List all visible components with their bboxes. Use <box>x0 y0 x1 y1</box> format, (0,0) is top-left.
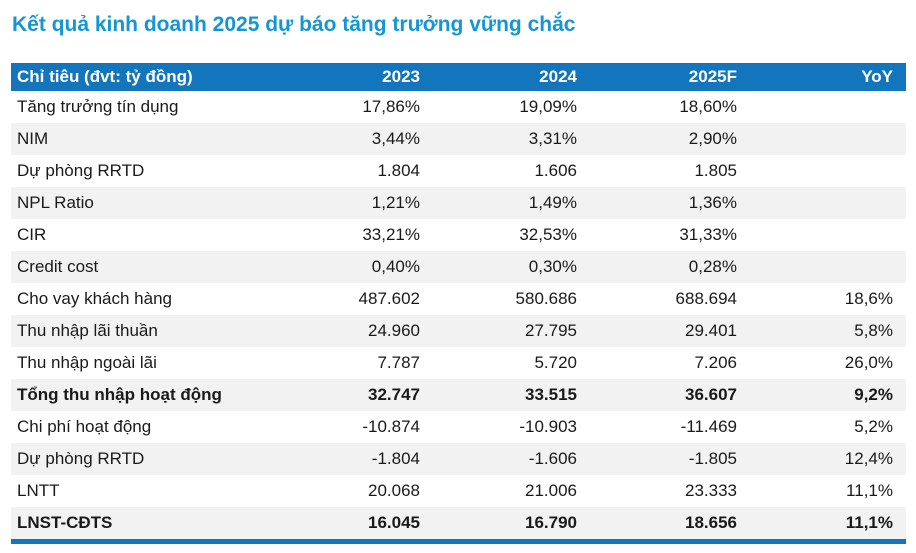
table-row: NPL Ratio 1,21% 1,49% 1,36% <box>11 187 906 219</box>
row-value: 688.694 <box>675 289 737 308</box>
row-value: -10.874 <box>362 417 420 436</box>
row-value: 1,36% <box>688 193 737 212</box>
row-value: 32,53% <box>519 225 577 244</box>
row-value: 487.602 <box>358 289 420 308</box>
row-value: 9,2% <box>854 385 893 404</box>
row-label: Tổng thu nhập hoạt động <box>17 385 222 404</box>
row-label: Cho vay khách hàng <box>17 289 172 308</box>
financial-results-table: Chỉ tiêu (đvt: tỷ đồng) 2023 2024 2025F … <box>11 63 906 539</box>
row-value: 11,1% <box>846 481 893 500</box>
header-2024: 2024 <box>433 63 590 91</box>
row-label: Chi phí hoạt động <box>17 417 152 436</box>
row-value: 11,1% <box>845 513 893 532</box>
row-value: 31,33% <box>679 225 737 244</box>
row-value: 5.720 <box>534 353 577 372</box>
row-value: 27.795 <box>525 321 577 340</box>
row-value: 3,31% <box>528 129 577 148</box>
row-label: Tăng trưởng tín dụng <box>17 97 179 116</box>
row-value: 1,21% <box>371 193 420 212</box>
row-value: 0,40% <box>371 257 420 276</box>
row-value: 32.747 <box>368 385 420 404</box>
table-body: Tăng trưởng tín dụng 17,86% 19,09% 18,60% NI… <box>11 91 906 539</box>
row-value: 2,90% <box>688 129 737 148</box>
table-row: Tổng thu nhập hoạt động 32.747 33.515 36.60… <box>11 379 906 411</box>
row-value: 12,4% <box>844 449 893 468</box>
row-value: 0,30% <box>528 257 577 276</box>
row-value <box>750 251 906 283</box>
row-value: 580.686 <box>515 289 577 308</box>
row-value: 33,21% <box>362 225 420 244</box>
row-value: -10.903 <box>519 417 577 436</box>
row-value: 23.333 <box>685 481 737 500</box>
row-label: NIM <box>17 129 49 148</box>
row-value: 20.068 <box>368 481 420 500</box>
row-value <box>750 123 906 155</box>
row-value <box>750 91 906 123</box>
row-value: 18,6% <box>844 289 893 308</box>
row-value: 0,28% <box>688 257 737 276</box>
row-value: 33.515 <box>525 385 577 404</box>
row-label: LNTT <box>17 481 60 500</box>
table-row: Thu nhập lãi thuần 24.960 27.795 29.401 5,8% <box>11 315 906 347</box>
row-value: 36.607 <box>685 385 737 404</box>
row-label: LNST-CĐTS <box>17 513 113 532</box>
row-value: 5,2% <box>854 417 893 436</box>
row-value: 5,8% <box>854 321 893 340</box>
row-value: 1.804 <box>377 161 420 180</box>
row-value: 19,09% <box>519 97 577 116</box>
row-label: NPL Ratio <box>17 193 94 212</box>
table-row: Tăng trưởng tín dụng 17,86% 19,09% 18,60% <box>11 91 906 123</box>
table-row: CIR 33,21% 32,53% 31,33% <box>11 219 906 251</box>
table-row: Thu nhập ngoài lãi 7.787 5.720 7.206 26,0% <box>11 347 906 379</box>
row-value <box>750 155 906 187</box>
table-row: LNTT 20.068 21.006 23.333 11,1% <box>11 475 906 507</box>
row-label: Dự phòng RRTD <box>17 161 145 180</box>
row-label: CIR <box>17 225 47 244</box>
page-title: Kết quả kinh doanh 2025 dự báo tăng trưở… <box>12 13 576 36</box>
row-value: 1.606 <box>534 161 577 180</box>
row-value: 16.790 <box>525 513 577 532</box>
table-header-row: Chỉ tiêu (đvt: tỷ đồng) 2023 2024 2025F … <box>11 63 906 91</box>
row-value: -11.469 <box>680 417 737 436</box>
row-value: -1.805 <box>688 449 737 468</box>
row-value: 3,44% <box>371 129 420 148</box>
table-row: Dự phòng RRTD 1.804 1.606 1.805 <box>11 155 906 187</box>
table-header: Chỉ tiêu (đvt: tỷ đồng) 2023 2024 2025F … <box>11 63 906 91</box>
row-value: 16.045 <box>368 513 420 532</box>
table-row: LNST-CĐTS 16.045 16.790 18.656 11,1% <box>11 507 906 539</box>
header-chi-tieu: Chỉ tiêu (đvt: tỷ đồng) <box>11 63 300 91</box>
header-yoy: YoY <box>750 63 906 91</box>
row-value: -1.606 <box>528 449 577 468</box>
table-row: Cho vay khách hàng 487.602 580.686 688.694 1… <box>11 283 906 315</box>
row-value: 7.206 <box>694 353 737 372</box>
row-value: 17,86% <box>362 97 420 116</box>
row-label: Thu nhập lãi thuần <box>17 321 158 340</box>
header-2025f: 2025F <box>590 63 750 91</box>
row-value <box>750 187 906 219</box>
row-value: 1,49% <box>528 193 577 212</box>
table-row: NIM 3,44% 3,31% 2,90% <box>11 123 906 155</box>
table-row: Dự phòng RRTD -1.804 -1.606 -1.805 12,4% <box>11 443 906 475</box>
row-value: 26,0% <box>844 353 893 372</box>
row-label: Dự phòng RRTD <box>17 449 145 468</box>
table-bottom-border <box>11 539 906 544</box>
row-label: Credit cost <box>17 257 99 276</box>
row-value: 7.787 <box>377 353 420 372</box>
row-value: 29.401 <box>685 321 737 340</box>
row-value <box>750 219 906 251</box>
row-value: 24.960 <box>368 321 420 340</box>
table-row: Credit cost 0,40% 0,30% 0,28% <box>11 251 906 283</box>
row-value: -1.804 <box>371 449 420 468</box>
row-value: 18.656 <box>685 513 737 532</box>
row-label: Thu nhập ngoài lãi <box>17 353 157 372</box>
table-row: Chi phí hoạt động -10.874 -10.903 -11.469 5,… <box>11 411 906 443</box>
row-value: 18,60% <box>679 97 737 116</box>
row-value: 1.805 <box>694 161 737 180</box>
header-2023: 2023 <box>300 63 433 91</box>
row-value: 21.006 <box>525 481 577 500</box>
